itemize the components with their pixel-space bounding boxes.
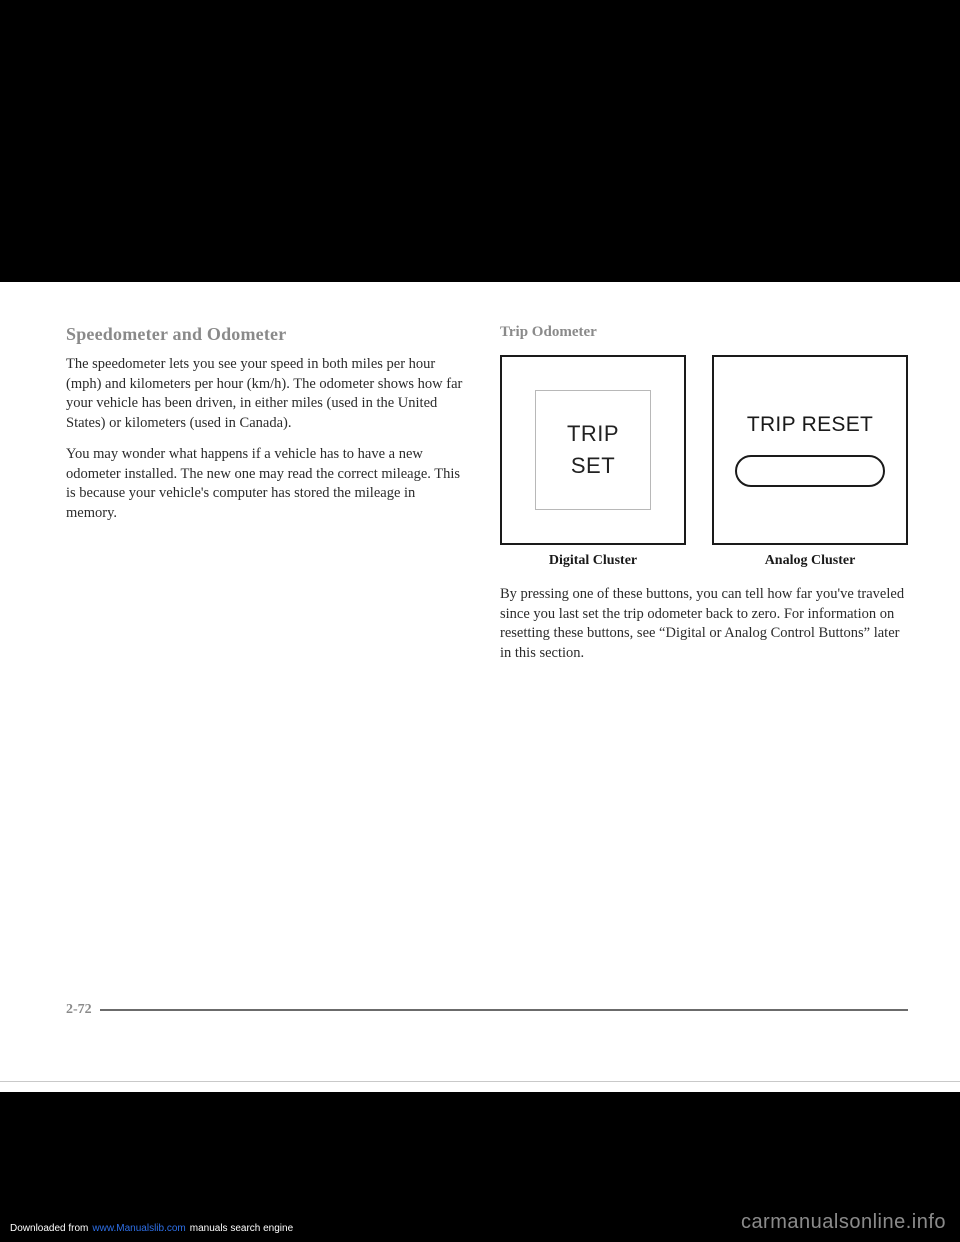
letterbox-bottom: Downloaded from www.Manualslib.com manua… xyxy=(0,1092,960,1242)
download-attribution: Downloaded from www.Manualslib.com manua… xyxy=(10,1223,293,1234)
right-column: Trip Odometer TRIP SET TRIP RESET Di xyxy=(500,324,908,675)
trip-set-line2: SET xyxy=(571,453,615,478)
caption-analog: Analog Cluster xyxy=(712,553,908,569)
page-rule xyxy=(100,1009,908,1011)
figure-row: TRIP SET TRIP RESET xyxy=(500,355,908,545)
body-paragraph: By pressing one of these buttons, you ca… xyxy=(500,585,908,663)
sub-heading: Trip Odometer xyxy=(500,324,908,341)
manual-page: Speedometer and Odometer The speedometer… xyxy=(0,282,960,1092)
body-paragraph: You may wonder what happens if a vehicle… xyxy=(66,445,466,523)
attribution-post: manuals search engine xyxy=(190,1223,293,1234)
attribution-pre: Downloaded from xyxy=(10,1223,88,1234)
caption-row: Digital Cluster Analog Cluster xyxy=(500,553,908,569)
trip-reset-button-graphic xyxy=(735,455,885,487)
letterbox-top xyxy=(0,0,960,282)
page-columns: Speedometer and Odometer The speedometer… xyxy=(0,282,960,675)
attribution-link[interactable]: www.Manualslib.com xyxy=(92,1223,185,1234)
digital-cluster-figure: TRIP SET xyxy=(500,355,686,545)
trip-set-button-graphic: TRIP SET xyxy=(535,390,651,510)
trip-set-label: TRIP SET xyxy=(567,418,619,482)
trip-set-line1: TRIP xyxy=(567,421,619,446)
page-number: 2-72 xyxy=(66,1002,92,1018)
left-column: Speedometer and Odometer The speedometer… xyxy=(66,324,466,675)
thin-separator xyxy=(0,1081,960,1082)
section-heading: Speedometer and Odometer xyxy=(66,324,466,345)
watermark: carmanualsonline.info xyxy=(741,1211,946,1234)
body-paragraph: The speedometer lets you see your speed … xyxy=(66,355,466,433)
page-footer: 2-72 xyxy=(66,1002,908,1018)
analog-cluster-figure: TRIP RESET xyxy=(712,355,908,545)
trip-reset-label: TRIP RESET xyxy=(747,413,873,437)
caption-digital: Digital Cluster xyxy=(500,553,686,569)
